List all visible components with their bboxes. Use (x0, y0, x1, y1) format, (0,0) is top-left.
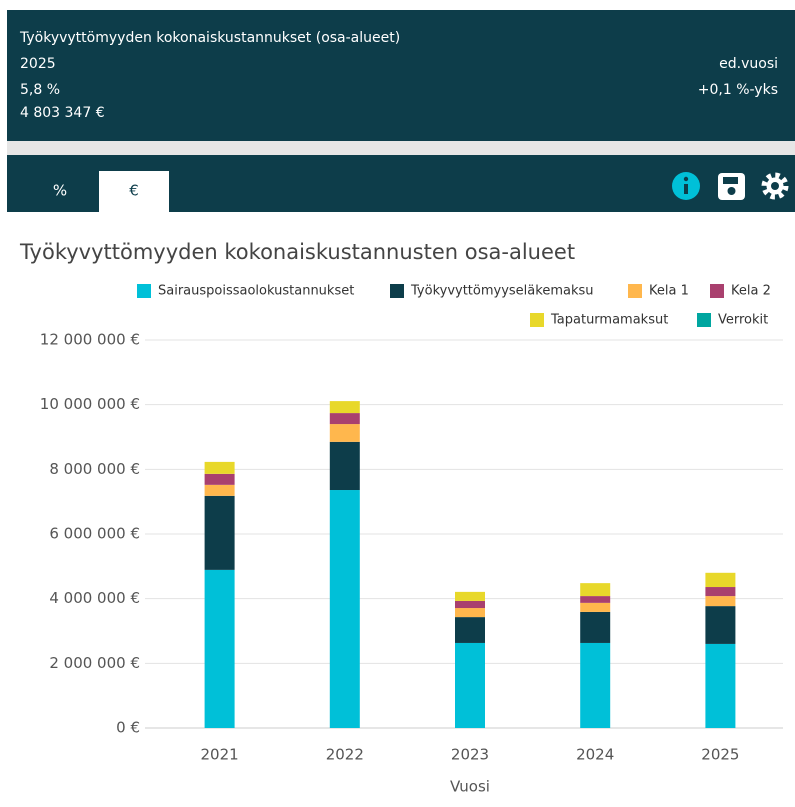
bar-segment (455, 591, 485, 601)
bar-segment (204, 461, 235, 474)
bar-segment (329, 401, 360, 414)
compare-value: +0,1 %-yks (698, 82, 778, 98)
tab-euro[interactable]: € (129, 182, 139, 200)
y-tick-label: 10 000 000 € (40, 395, 140, 413)
save-icon[interactable] (718, 173, 745, 200)
bar-segment (705, 643, 736, 728)
legend-swatch (628, 284, 642, 298)
tab-percent[interactable]: % (53, 182, 67, 200)
bar-segment (329, 424, 360, 442)
bar-segment (580, 611, 611, 643)
bar-segment (705, 587, 736, 597)
legend-label: Työkyvyttömyyseläkemaksu (410, 284, 594, 299)
bar-segment (329, 490, 360, 728)
legend-swatch (697, 313, 711, 327)
bar-segment (329, 441, 360, 491)
bar-segment (580, 602, 611, 612)
info-icon[interactable] (672, 172, 700, 200)
x-tick-label: 2023 (451, 746, 489, 764)
legend-swatch (530, 313, 544, 327)
legend-label: Sairauspoissaolokustannukset (158, 284, 354, 299)
separator (7, 141, 795, 155)
summary-amount: 4 803 347 € (20, 105, 105, 121)
bar-segment (580, 596, 611, 603)
y-tick-label: 6 000 000 € (49, 525, 140, 543)
bar-segment (204, 484, 235, 496)
tab-active-bg[interactable] (99, 171, 169, 212)
y-tick-label: 4 000 000 € (49, 589, 140, 607)
legend-label: Verrokit (718, 313, 768, 328)
bar-segment (329, 413, 360, 425)
x-tick-label: 2025 (701, 746, 739, 764)
bar-segment (705, 596, 736, 607)
y-tick-label: 2 000 000 € (49, 654, 140, 672)
bar-segment (455, 600, 485, 609)
y-tick-label: 0 € (116, 719, 140, 737)
bar-segment (204, 473, 235, 485)
legend-swatch (137, 284, 151, 298)
bar-segment (455, 642, 485, 728)
y-tick-label: 8 000 000 € (49, 460, 140, 478)
bar-segment (455, 617, 485, 643)
legend-swatch (710, 284, 724, 298)
bar-segment (705, 606, 736, 644)
summary-title: Työkyvyttömyyden kokonaiskustannukset (o… (19, 30, 400, 46)
bar-segment (204, 495, 235, 570)
legend-label: Kela 1 (649, 284, 689, 299)
compare-label: ed.vuosi (719, 56, 778, 72)
x-tick-label: 2022 (326, 746, 364, 764)
summary-panel (7, 10, 795, 141)
x-tick-label: 2021 (201, 746, 239, 764)
summary-year: 2025 (20, 56, 56, 72)
summary-percent: 5,8 % (20, 82, 60, 98)
bar-segment (580, 642, 611, 728)
y-tick-label: 12 000 000 € (40, 331, 140, 349)
legend-label: Kela 2 (731, 284, 771, 299)
bar-segment (204, 569, 235, 728)
bar-segment (580, 583, 611, 597)
x-tick-label: 2024 (576, 746, 614, 764)
settings-icon[interactable] (761, 172, 789, 200)
legend-swatch (390, 284, 404, 298)
legend-label: Tapaturmamaksut (550, 313, 668, 328)
chart-title: Työkyvyttömyyden kokonaiskustannusten os… (19, 240, 575, 264)
bar-segment (705, 572, 736, 588)
x-axis-label: Vuosi (450, 778, 490, 796)
bar-segment (455, 608, 485, 618)
